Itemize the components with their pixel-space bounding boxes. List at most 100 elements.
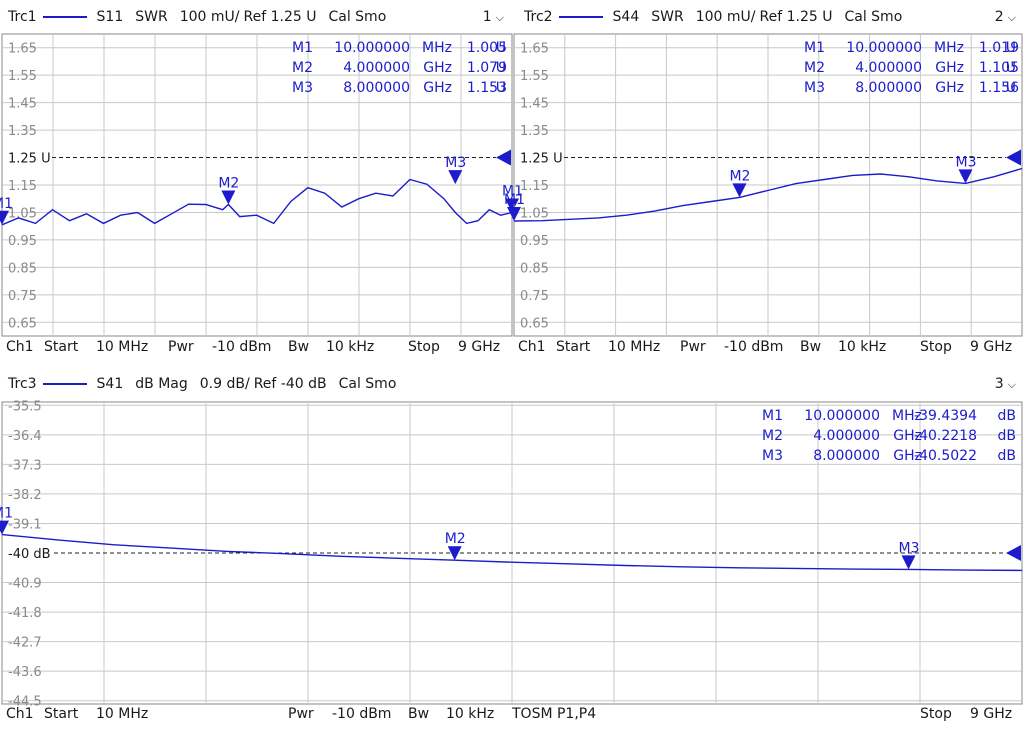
trace1-line-legend — [42, 16, 87, 18]
footer-channel[interactable]: Ch1 — [518, 339, 546, 355]
footer-channel[interactable]: Ch1 — [6, 706, 34, 722]
footer-stop-value[interactable]: 9 GHz — [970, 706, 1013, 722]
marker-label: M1 — [0, 506, 13, 522]
footer-cal-label[interactable]: TOSM P1,P4 — [512, 706, 597, 722]
trace3-chart[interactable]: -35.5 -36.4 -37.3 -38.2 -39.1 -40 dB -40.9 -41.… — [0, 399, 1024, 710]
trace1-scale[interactable]: 100 mU/ — [179, 9, 240, 25]
marker-triangle-icon — [448, 170, 463, 185]
footer-pwr-value[interactable]: -10 dBm — [332, 706, 392, 722]
marker-readout-cell: GHz — [893, 428, 922, 444]
footer-stop-value[interactable]: 9 GHz — [970, 339, 1013, 355]
reference-arrow-icon — [1006, 545, 1021, 561]
y-tick-label: -44.5 — [8, 695, 42, 710]
trace3-ref[interactable]: Ref -40 dB — [253, 376, 327, 392]
marker-readout-cell: U — [496, 60, 506, 76]
marker-readout-cell: M3 — [804, 80, 825, 96]
marker-readout-cell: 8.000000 — [813, 448, 880, 464]
trace2-line-legend — [558, 16, 603, 18]
marker-triangle-icon — [732, 183, 747, 198]
trace1-number-dropdown[interactable]: 1 ⌵ — [482, 9, 504, 25]
marker-readout-cell: 10.000000 — [846, 40, 922, 56]
footer-bw-label: Bw — [800, 339, 822, 355]
trace3-param[interactable]: S41 — [96, 376, 124, 392]
footer-pwr-label: Pwr — [288, 706, 314, 722]
trace1-header: Trc1 S11 SWR 100 mU/ Ref 1.25 U Cal Smo … — [0, 2, 512, 32]
trace1-ref[interactable]: Ref 1.25 U — [243, 9, 317, 25]
marker-label: M3 — [955, 154, 976, 170]
marker-readout-cell: U — [1006, 60, 1016, 76]
trace3-format[interactable]: dB Mag — [135, 376, 188, 392]
trace2-format[interactable]: SWR — [651, 9, 684, 25]
marker-readout-cell: M3 — [762, 448, 783, 464]
marker-readout-cell: GHz — [423, 60, 452, 76]
y-tick-label: 1.15 — [8, 179, 37, 194]
y-tick-label: 1.05 — [8, 206, 37, 221]
y-tick-label: -41.8 — [8, 606, 42, 621]
marker-readout-cell: GHz — [423, 80, 452, 96]
y-tick-label: 1.45 — [520, 97, 549, 112]
reference-arrow-icon — [496, 149, 511, 166]
trace3-number-dropdown[interactable]: 3 ⌵ — [994, 376, 1016, 392]
trace-line — [1, 178, 513, 226]
marker-readout-cell: MHz — [892, 408, 922, 424]
y-tick-label: 0.65 — [8, 316, 37, 331]
trace2-scale[interactable]: 100 mU/ — [695, 9, 756, 25]
y-tick-label: -37.3 — [8, 458, 42, 473]
marker-readout-cell: dB — [998, 428, 1017, 444]
footer-start-value[interactable]: 10 MHz — [96, 706, 149, 722]
trace2-chart[interactable]: 1.65 1.55 1.45 1.35 1.25 U 1.15 1.05 0.95 0.85 0.… — [504, 32, 1024, 337]
marker-readout-cell: M2 — [292, 60, 313, 76]
marker-label: M3 — [899, 540, 920, 556]
marker-readout-cell: MHz — [422, 40, 452, 56]
marker-label: M3 — [445, 155, 466, 171]
trace2-number-dropdown[interactable]: 2 ⌵ — [994, 9, 1016, 25]
trace2-param[interactable]: S44 — [612, 9, 640, 25]
y-tick-label: 0.65 — [520, 316, 549, 331]
y-tick-label: 1.25 U — [8, 152, 51, 167]
marker-readout-cell: M3 — [292, 80, 313, 96]
footer-bw-value[interactable]: 10 kHz — [326, 339, 375, 355]
marker-triangle-icon — [505, 198, 519, 213]
marker-readout-cell: M1 — [292, 40, 313, 56]
marker-triangle-icon — [221, 190, 236, 205]
marker-readout-cell: 10.000000 — [804, 408, 880, 424]
trace1-footer: Ch1 Start 10 MHz Pwr -10 dBm Bw 10 kHz S… — [0, 337, 512, 361]
trace2-name[interactable]: Trc2 — [524, 9, 553, 25]
footer-channel[interactable]: Ch1 — [6, 339, 34, 355]
marker-label: M2 — [729, 168, 750, 184]
trace1-name[interactable]: Trc1 — [8, 9, 37, 25]
trace3-footer: Ch1 Start 10 MHz Pwr -10 dBm Bw 10 kHz T… — [0, 704, 1024, 728]
marker-readout-cell: 1.019 — [979, 40, 1019, 56]
marker-readout-cell: M2 — [762, 428, 783, 444]
trace3-name[interactable]: Trc3 — [8, 376, 37, 392]
y-tick-label: 1.55 — [8, 69, 37, 84]
marker-readout-cell: dB — [998, 448, 1017, 464]
marker-triangle-icon — [507, 206, 521, 221]
marker-readout-cell: GHz — [935, 60, 964, 76]
footer-pwr-value[interactable]: -10 dBm — [212, 339, 272, 355]
marker-readout-cell: M2 — [804, 60, 825, 76]
footer-start-value[interactable]: 10 MHz — [608, 339, 661, 355]
marker-readout-cell: -40.2218 — [914, 428, 977, 444]
trace3-scale[interactable]: 0.9 dB/ — [199, 376, 250, 392]
trace2-ref[interactable]: Ref 1.25 U — [759, 9, 833, 25]
footer-stop-value[interactable]: 9 GHz — [458, 339, 501, 355]
y-tick-label: -39.1 — [8, 517, 42, 532]
footer-start-value[interactable]: 10 MHz — [96, 339, 149, 355]
chevron-down-icon: ⌵ — [1007, 11, 1016, 24]
reference-arrow-icon — [1006, 149, 1021, 166]
trace1-param[interactable]: S11 — [96, 9, 124, 25]
trace1-format[interactable]: SWR — [135, 9, 168, 25]
marker-readout-cell: -39.4394 — [914, 408, 977, 424]
footer-pwr-value[interactable]: -10 dBm — [724, 339, 784, 355]
marker-readout-cell: 8.000000 — [855, 80, 922, 96]
marker-triangle-icon — [958, 169, 973, 184]
trace1-chart[interactable]: 1.65 1.55 1.45 1.35 1.25 U 1.15 1.05 0.95 0.85 0.… — [0, 32, 523, 337]
marker-readout-cell: U — [496, 80, 506, 96]
marker-readout-cell: 4.000000 — [813, 428, 880, 444]
marker-label: M1 — [504, 192, 525, 208]
trace2-footer: Ch1 Start 10 MHz Pwr -10 dBm Bw 10 kHz S… — [512, 337, 1024, 361]
footer-bw-value[interactable]: 10 kHz — [838, 339, 887, 355]
footer-bw-value[interactable]: 10 kHz — [446, 706, 495, 722]
y-tick-label: 0.75 — [520, 289, 549, 304]
